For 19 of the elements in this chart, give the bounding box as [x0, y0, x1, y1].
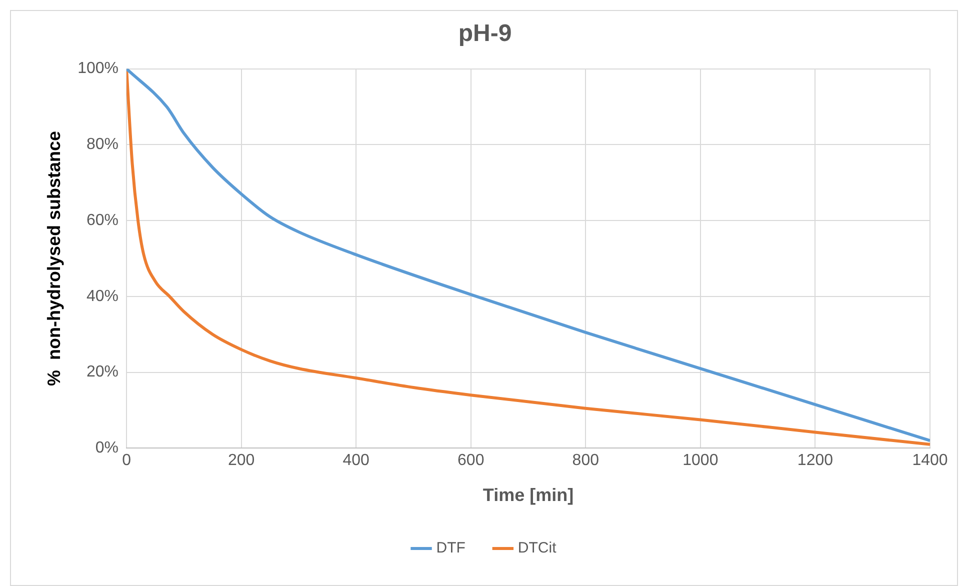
- x-tick-label: 1200: [797, 452, 834, 470]
- y-tick-label: 20%: [86, 364, 119, 381]
- x-tick-label: 1400: [912, 452, 948, 470]
- y-tick-label: 60%: [86, 212, 119, 229]
- y-axis-title: % non-hydrolysed substance: [44, 130, 64, 386]
- x-tick-label: 800: [572, 452, 600, 470]
- x-tick-label: 0: [122, 452, 132, 470]
- legend-label: DTF: [436, 540, 466, 557]
- x-tick-label: 400: [342, 452, 370, 470]
- x-tick-label: 200: [228, 452, 255, 470]
- y-tick-label: 80%: [86, 136, 119, 154]
- y-tick-label: 40%: [86, 288, 119, 305]
- x-tick-label: 1000: [682, 452, 718, 470]
- y-tick-label: 100%: [78, 60, 119, 78]
- legend-label: DTCit: [518, 540, 558, 557]
- x-axis-title: Time [min]: [482, 485, 574, 506]
- chart-title: pH-9: [458, 20, 512, 48]
- x-tick-label: 600: [458, 452, 484, 470]
- y-tick-label: 0%: [95, 440, 119, 457]
